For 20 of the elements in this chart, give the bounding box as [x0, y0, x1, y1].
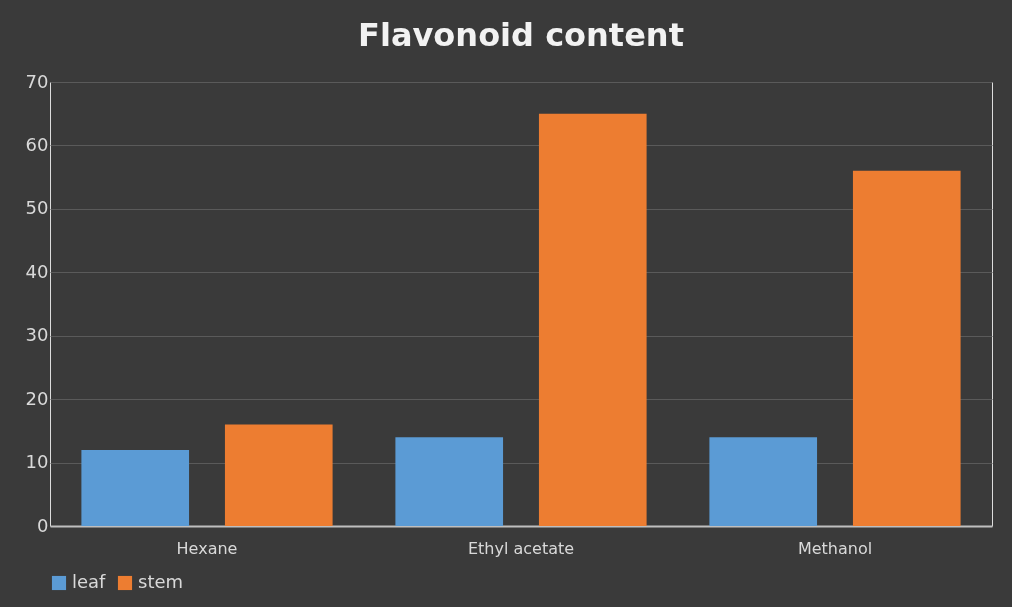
y-tick-label: 30 [25, 324, 49, 346]
x-tick-label: Methanol [797, 538, 873, 558]
x-tick-label: Ethyl acetate [467, 538, 575, 558]
bar [538, 113, 647, 526]
bar [224, 424, 333, 526]
y-tick-label: 20 [25, 387, 49, 409]
legend-label: stem [138, 571, 184, 592]
legend-label: leaf [72, 571, 107, 592]
bar [81, 449, 190, 526]
x-tick-label: Hexane [176, 538, 238, 558]
y-tick-label: 60 [25, 133, 49, 155]
bar [852, 170, 961, 526]
y-tick-label: 10 [25, 451, 49, 473]
y-tick-label: 50 [25, 197, 49, 219]
y-tick-label: 40 [25, 260, 49, 282]
bar [395, 437, 504, 526]
y-tick-label: 70 [25, 70, 49, 92]
chart-title: Flavonoid content [358, 16, 684, 54]
y-tick-label: 0 [37, 514, 49, 536]
bar [709, 437, 818, 526]
